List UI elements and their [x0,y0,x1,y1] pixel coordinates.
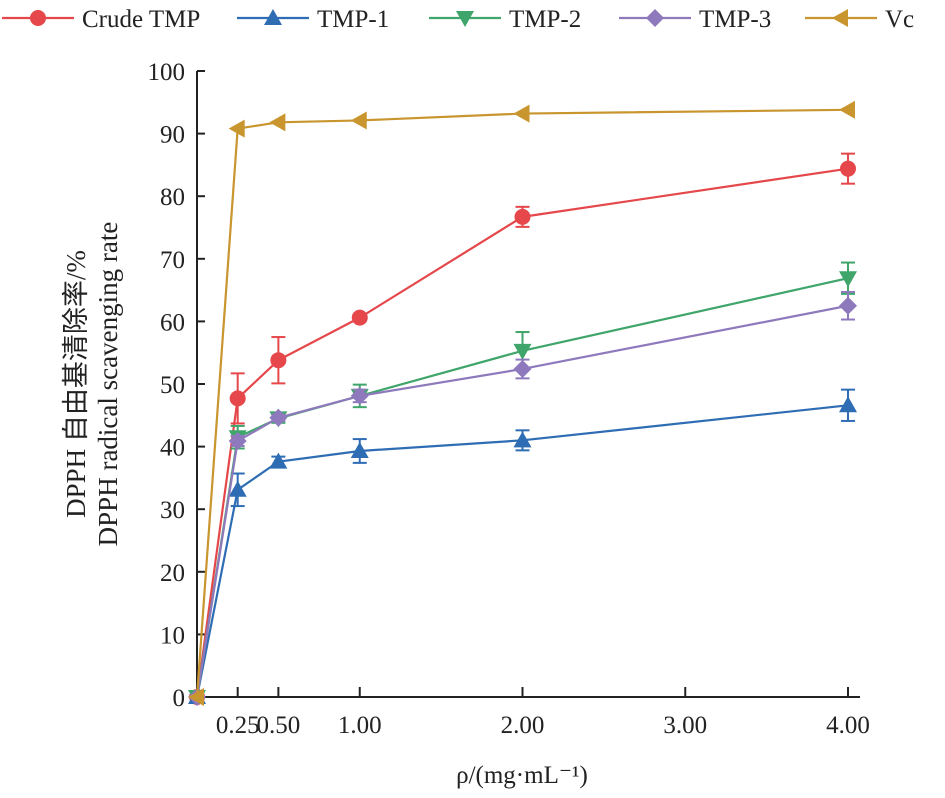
y-axis-label-line2: DPPH radical scavenging rate [93,222,123,547]
legend-label: TMP-3 [699,6,771,33]
data-point [513,431,532,448]
data-point [270,352,287,369]
data-point [839,271,857,288]
data-point [514,208,531,225]
legend-item: TMP-1 [237,6,389,33]
legend-marker [264,9,282,25]
series-line [195,304,849,698]
data-point [513,104,530,123]
x-tick-label: 2.00 [501,712,545,739]
legend-marker [456,11,474,27]
data-point [513,343,532,360]
legend-label: Crude TMP [82,6,200,33]
y-tick-label: 80 [160,184,185,211]
y-tick-label: 50 [160,372,185,399]
x-tick-label: 3.00 [663,712,707,739]
axes: 0.250.50 1.00 2.00 3.00 4.00 0 10 20 30 40 50 60 70 8… [148,59,870,739]
series-vc [188,100,855,706]
data-point [269,113,286,132]
y-tick-label: 10 [160,622,185,649]
y-tick-label: 90 [160,122,185,149]
series-tmp-2 [188,261,857,706]
data-point [269,452,288,469]
data-point [839,296,857,315]
x-tick-label: 1.00 [338,712,382,739]
y-tick-label: 0 [173,685,186,712]
legend-marker [30,10,46,26]
data-point [350,441,369,458]
legend-item: TMP-3 [619,6,771,33]
legend-item: TMP-2 [429,6,581,33]
y-axis-label-line1: DPPH 自由基清除率/% [61,250,91,518]
y-tick-label: 20 [160,560,185,587]
series-layer [188,100,857,706]
y-tick-label: 100 [148,59,186,86]
legend-marker [646,9,664,27]
x-tick-label: 4.00 [826,712,870,739]
data-point [513,359,532,378]
legend-marker [832,9,848,27]
data-point [228,480,247,497]
data-point [350,386,369,405]
legend-label: Vc [885,6,914,33]
legend-label: TMP-2 [509,6,581,33]
x-tick-label: 0.25 [216,712,260,739]
x-tick-label: 0.50 [257,712,301,739]
data-point [188,688,204,706]
legend-item: Vc [805,6,914,33]
y-tick-label: 30 [160,497,185,524]
y-tick-label: 60 [160,309,185,336]
data-point [839,100,855,119]
legend-item: Crude TMP [2,6,200,33]
data-point [228,119,245,138]
data-point [269,408,288,427]
y-tick-label: 40 [160,435,185,462]
x-axis-label: ρ/(mg·mL⁻¹) [456,762,588,789]
data-point [351,309,368,326]
data-point [840,160,856,177]
data-point [228,431,247,450]
series-line [195,404,849,698]
data-point [839,396,857,413]
series-line [195,108,849,698]
y-tick-label: 70 [160,247,185,274]
legend: Crude TMP TMP-1 TMP-2 TMP-3 Vc [2,6,914,33]
legend-label: TMP-1 [317,6,389,33]
data-point [229,390,246,407]
series-tmp-1 [188,388,857,704]
data-point [350,111,367,130]
series-crude-tmp [189,152,856,705]
